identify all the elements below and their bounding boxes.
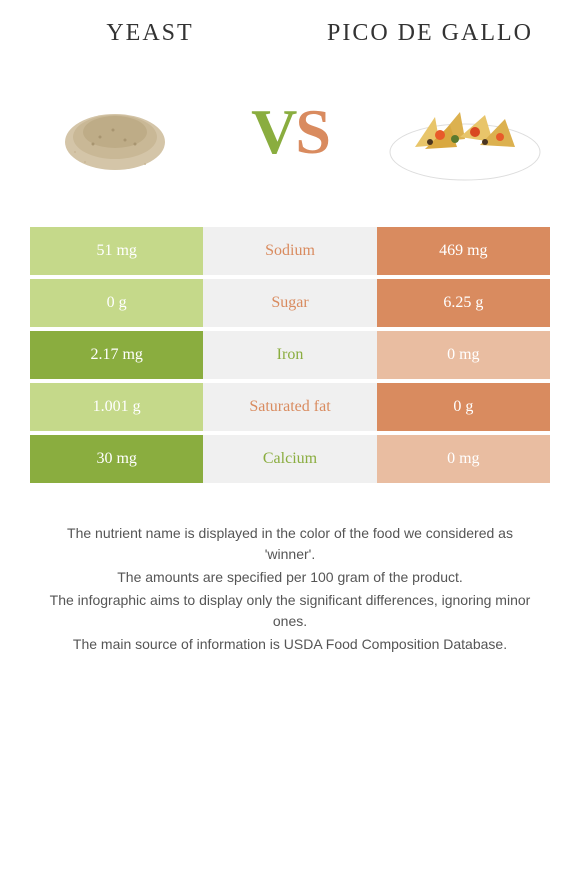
infographic-container: Yeast Pico de Gallo VS [0,0,580,677]
nutrient-table: 51 mgSodium469 mg0 gSugar6.25 g2.17 mgIr… [30,227,550,483]
right-value: 0 g [377,383,550,431]
vs-label: VS [251,95,329,169]
footer-line: The main source of information is USDA F… [40,634,540,655]
left-value: 2.17 mg [30,331,203,379]
left-food-image [30,67,200,197]
right-value: 0 mg [377,331,550,379]
table-row: 0 gSugar6.25 g [30,279,550,327]
right-value: 6.25 g [377,279,550,327]
right-value: 469 mg [377,227,550,275]
right-food-title: Pico de Gallo [310,20,550,47]
left-value: 51 mg [30,227,203,275]
nutrient-label: Sugar [203,279,376,327]
nutrient-label: Sodium [203,227,376,275]
header-row: Yeast Pico de Gallo [30,20,550,47]
left-value: 1.001 g [30,383,203,431]
table-row: 1.001 gSaturated fat0 g [30,383,550,431]
vs-s: S [295,96,329,167]
images-row: VS [30,67,550,197]
table-row: 51 mgSodium469 mg [30,227,550,275]
nutrient-label: Saturated fat [203,383,376,431]
vs-v: V [251,96,295,167]
footer-line: The amounts are specified per 100 gram o… [40,567,540,588]
right-value: 0 mg [377,435,550,483]
footer-line: The nutrient name is displayed in the co… [40,523,540,565]
table-row: 2.17 mgIron0 mg [30,331,550,379]
nachos-icon [385,77,545,187]
left-value: 30 mg [30,435,203,483]
right-food-image [380,67,550,197]
left-food-title: Yeast [30,20,270,47]
footer-notes: The nutrient name is displayed in the co… [30,523,550,655]
nutrient-label: Iron [203,331,376,379]
left-value: 0 g [30,279,203,327]
footer-line: The infographic aims to display only the… [40,590,540,632]
yeast-icon [55,82,175,182]
nutrient-label: Calcium [203,435,376,483]
table-row: 30 mgCalcium0 mg [30,435,550,483]
